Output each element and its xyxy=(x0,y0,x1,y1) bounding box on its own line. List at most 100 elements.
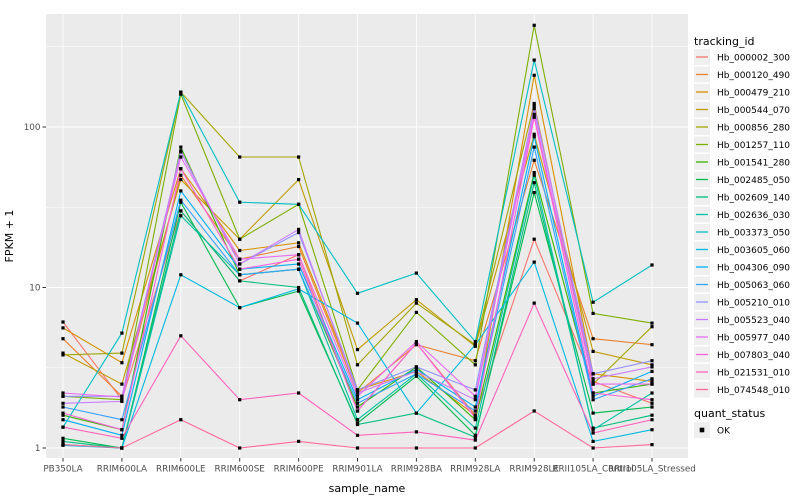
data-point xyxy=(238,279,242,283)
data-point xyxy=(355,422,360,427)
data-point xyxy=(238,306,242,310)
legend-quant-entries: OK xyxy=(694,422,731,438)
axis-tick-labels: 1 10 100 PB350LA RRIM600LA RRIM600LE RRIM600SE… xyxy=(24,123,696,474)
x-tick-label: PB350LA xyxy=(43,465,82,475)
x-tick-label: RRIM600LE xyxy=(156,465,206,475)
legend-label: Hb_004306_090 xyxy=(717,263,790,273)
legend-label: Hb_002485_050 xyxy=(717,176,790,186)
legend-title-quant-status: quant_status xyxy=(694,407,766,420)
data-point xyxy=(532,181,536,185)
data-point xyxy=(238,273,242,277)
data-point xyxy=(238,237,242,241)
data-point xyxy=(591,431,595,435)
x-axis-title: sample_name xyxy=(329,482,406,495)
data-point xyxy=(297,241,301,245)
data-point xyxy=(591,382,595,386)
data-point xyxy=(473,363,477,367)
data-point xyxy=(532,132,536,136)
data-point xyxy=(120,433,124,437)
data-point xyxy=(473,340,477,344)
data-point xyxy=(61,401,65,405)
data-point xyxy=(238,248,242,253)
y-axis-title: FPKM + 1 xyxy=(3,210,16,263)
ok-square-marker-icon xyxy=(699,427,705,433)
data-point xyxy=(355,409,360,413)
legend-label: Hb_000856_280 xyxy=(717,123,790,133)
data-point xyxy=(473,435,477,439)
data-point xyxy=(650,325,654,329)
data-point xyxy=(591,446,595,450)
x-tick-label: RRIM600PE xyxy=(274,465,324,475)
data-point xyxy=(650,321,654,325)
data-point xyxy=(591,394,595,398)
data-point xyxy=(238,257,242,261)
data-point xyxy=(650,428,654,432)
data-point xyxy=(238,200,242,204)
legend-label: Hb_001541_280 xyxy=(717,158,790,168)
axis-ticks xyxy=(42,126,653,462)
data-point xyxy=(650,359,654,363)
data-point xyxy=(532,191,536,195)
legend-item-Hb_074548_010: Hb_074548_010 xyxy=(694,381,790,398)
data-point xyxy=(473,438,477,442)
legend-label: Hb_000002_300 xyxy=(717,53,790,63)
data-point xyxy=(179,149,183,153)
data-point xyxy=(650,443,654,447)
data-point xyxy=(120,399,124,403)
legend-item-Hb_001541_280: Hb_001541_280 xyxy=(694,154,790,170)
data-point xyxy=(414,367,418,371)
data-point xyxy=(414,369,418,373)
data-point xyxy=(61,405,65,409)
data-point xyxy=(473,416,477,420)
data-point xyxy=(297,230,301,235)
data-point xyxy=(473,446,477,450)
legend-label: Hb_007803_040 xyxy=(717,351,790,361)
data-point xyxy=(473,388,477,392)
data-point xyxy=(414,374,418,378)
data-point xyxy=(61,443,65,447)
data-point xyxy=(120,351,124,355)
data-point xyxy=(179,334,183,338)
data-point xyxy=(414,271,418,275)
data-point xyxy=(473,418,477,422)
data-point xyxy=(532,58,536,62)
legend-item-Hb_000002_300: Hb_000002_300 xyxy=(694,49,790,65)
data-point xyxy=(120,361,124,365)
data-point xyxy=(532,135,536,139)
data-point xyxy=(120,418,124,422)
data-point xyxy=(650,379,654,383)
data-point xyxy=(473,433,477,437)
data-point xyxy=(650,382,654,386)
data-point xyxy=(473,405,477,409)
legend-label: Hb_074548_010 xyxy=(717,386,790,396)
data-point xyxy=(473,394,477,398)
data-point xyxy=(532,104,536,108)
data-point xyxy=(532,173,536,177)
data-point xyxy=(61,411,65,415)
data-point xyxy=(297,391,301,395)
data-point xyxy=(591,311,595,315)
data-point xyxy=(238,155,242,159)
data-point xyxy=(238,446,242,450)
data-point xyxy=(591,377,595,381)
data-point xyxy=(532,115,536,119)
legend-label: Hb_005210_010 xyxy=(717,298,790,308)
data-point xyxy=(297,289,301,293)
x-tick-label: RRII105LA_Control xyxy=(552,465,634,475)
data-point xyxy=(61,351,65,355)
data-point xyxy=(650,398,654,402)
data-point xyxy=(238,398,242,402)
legend-item-Hb_000120_490: Hb_000120_490 xyxy=(694,66,790,83)
legend-label: Hb_000544_070 xyxy=(717,106,790,116)
legend-item-Hb_005523_040: Hb_005523_040 xyxy=(694,311,790,328)
gridlines xyxy=(46,14,688,458)
data-point xyxy=(473,413,477,417)
data-point xyxy=(61,439,65,443)
x-tick-label: RRII105LA_Stressed xyxy=(608,465,696,475)
data-point xyxy=(355,348,360,352)
legend-item-Hb_000544_070: Hb_000544_070 xyxy=(694,101,790,118)
data-point xyxy=(61,418,65,422)
data-point xyxy=(355,398,360,402)
x-tick-label: RRIM901LA xyxy=(332,465,382,475)
